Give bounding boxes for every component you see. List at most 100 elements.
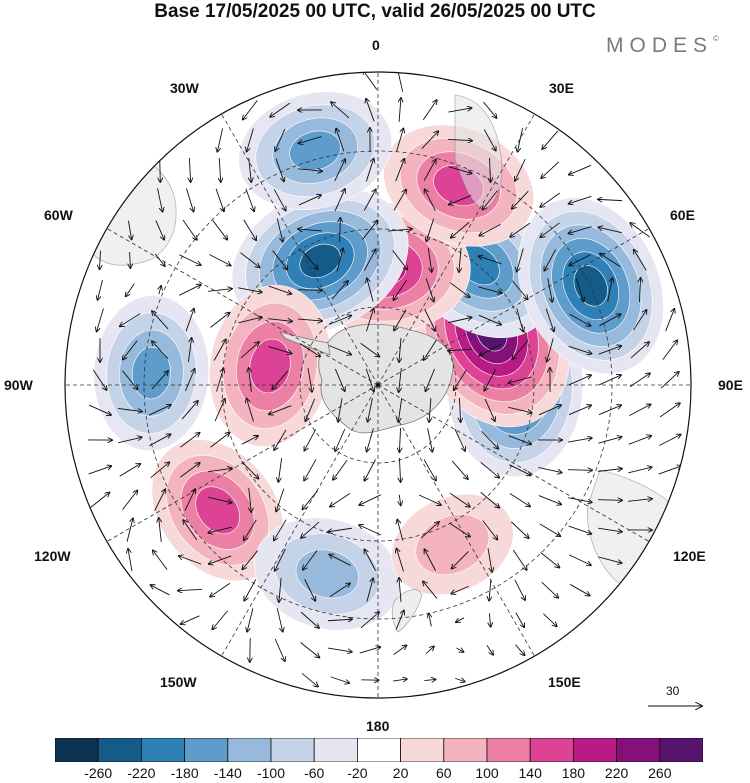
wind-arrow-icon (187, 338, 191, 362)
wind-arrow-icon (213, 340, 226, 361)
wind-arrow-icon (597, 500, 622, 501)
colorbar-tick-label: -140 (213, 765, 242, 781)
wind-arrow-icon (393, 679, 407, 681)
wind-arrow-icon (336, 248, 343, 272)
colorbar-swatch (529, 738, 574, 762)
colorbar-swatch (356, 738, 401, 762)
wind-arrow-icon (330, 492, 351, 506)
wind-arrow-icon (517, 248, 524, 271)
wind-arrow-icon (515, 158, 526, 181)
wind-arrow-icon (424, 679, 435, 680)
wind-arrow-icon (448, 108, 471, 113)
wind-arrow-icon (452, 551, 469, 568)
wind-arrow-icon (598, 405, 621, 416)
wind-arrow-icon (388, 229, 412, 231)
colorbar-tick-label: -60 (304, 765, 325, 781)
wind-arrow-icon (508, 376, 532, 383)
wind-arrow-icon (301, 250, 317, 269)
wind-arrow-icon (598, 437, 621, 444)
wind-arrow-icon (126, 518, 133, 542)
wind-arrow-icon (334, 159, 345, 182)
wind-arrow-icon (208, 526, 232, 533)
wind-arrow-icon (427, 248, 431, 272)
colorbar-tick-label: 60 (436, 765, 452, 781)
wind-arrow-icon (483, 101, 496, 118)
wind-arrow-icon (209, 254, 230, 265)
wind-arrow-icon (331, 102, 350, 119)
wind-arrow-icon (215, 188, 224, 212)
wind-arrow-icon (598, 469, 622, 472)
wind-arrow-icon (298, 169, 322, 171)
wind-arrow-icon (182, 219, 197, 240)
wind-arrow-icon (189, 157, 190, 182)
wind-arrow-icon (459, 248, 461, 272)
wind-arrow-icon (245, 188, 254, 212)
wind-arrow-icon (456, 617, 465, 622)
wind-arrow-icon (363, 249, 375, 271)
lon-label-0: 0 (372, 37, 380, 53)
wind-arrow-icon (662, 340, 677, 360)
wind-arrow-icon (216, 369, 224, 392)
wind-arrow-icon (297, 290, 322, 291)
wind-arrow-icon (448, 317, 471, 324)
wind-arrow-icon (178, 589, 203, 590)
wind-arrow-icon (363, 72, 378, 91)
wind-arrow-icon (367, 428, 374, 451)
lon-label-30e: 30E (549, 80, 574, 96)
colorbar-tick-label: -180 (170, 765, 199, 781)
brand-mark: © (713, 34, 719, 43)
colorbar-swatch (141, 738, 186, 762)
meridian-line (221, 113, 379, 386)
wind-arrow-icon (399, 427, 400, 452)
wind-arrow-icon (298, 136, 322, 144)
colorbar-swatch (659, 738, 703, 762)
graticule (65, 72, 691, 698)
wind-arrow-icon (179, 254, 201, 265)
wind-arrow-icon (120, 313, 141, 327)
wind-arrow-icon (247, 128, 254, 151)
meridian-line (106, 384, 379, 542)
wind-vectors (87, 72, 681, 686)
wind-arrow-icon (299, 343, 320, 357)
wind-arrow-icon (484, 369, 497, 390)
wind-arrow-icon (512, 190, 529, 209)
wind-arrow-icon (393, 645, 407, 655)
wind-arrow-icon (575, 278, 583, 302)
wind-arrow-icon (302, 490, 318, 510)
wind-arrow-icon (340, 218, 341, 243)
wind-arrow-icon (179, 556, 202, 565)
wind-arrow-icon (150, 462, 169, 479)
wind-arrow-icon (399, 368, 402, 392)
wind-arrow-icon (330, 676, 349, 683)
wind-arrow-icon (422, 100, 437, 121)
wind-arrow-icon (181, 401, 198, 420)
wind-arrow-icon (90, 493, 110, 508)
wind-arrow-icon (152, 341, 169, 360)
meridian-line (377, 384, 650, 542)
colorbar-swatch (184, 738, 229, 762)
wind-arrow-icon (607, 278, 613, 302)
wind-arrow-icon (328, 345, 351, 355)
reference-vector-value: 30 (666, 684, 680, 698)
wind-arrow-icon (568, 438, 592, 443)
wind-arrow-icon (539, 523, 561, 536)
colorbar-swatch (270, 738, 315, 762)
wind-arrow-icon (208, 496, 231, 503)
wind-arrow-icon (600, 254, 621, 267)
wind-arrow-icon (301, 521, 320, 538)
colorbar-swatch (97, 738, 142, 762)
wind-arrow-icon (456, 648, 464, 652)
wind-arrow-icon (639, 278, 640, 303)
wind-arrow-icon (269, 405, 292, 415)
wind-arrow-icon (184, 369, 194, 392)
reference-vector (648, 684, 706, 724)
wind-arrow-icon (569, 313, 591, 326)
wind-arrow-icon (512, 549, 526, 570)
wind-arrow-icon (209, 555, 232, 564)
anomaly-contour (195, 486, 240, 535)
colorbar-swatch (573, 738, 618, 762)
wind-arrow-icon (210, 582, 231, 596)
wind-arrow-icon (568, 525, 592, 534)
wind-arrow-icon (275, 128, 286, 151)
wind-arrow-icon (149, 434, 170, 447)
